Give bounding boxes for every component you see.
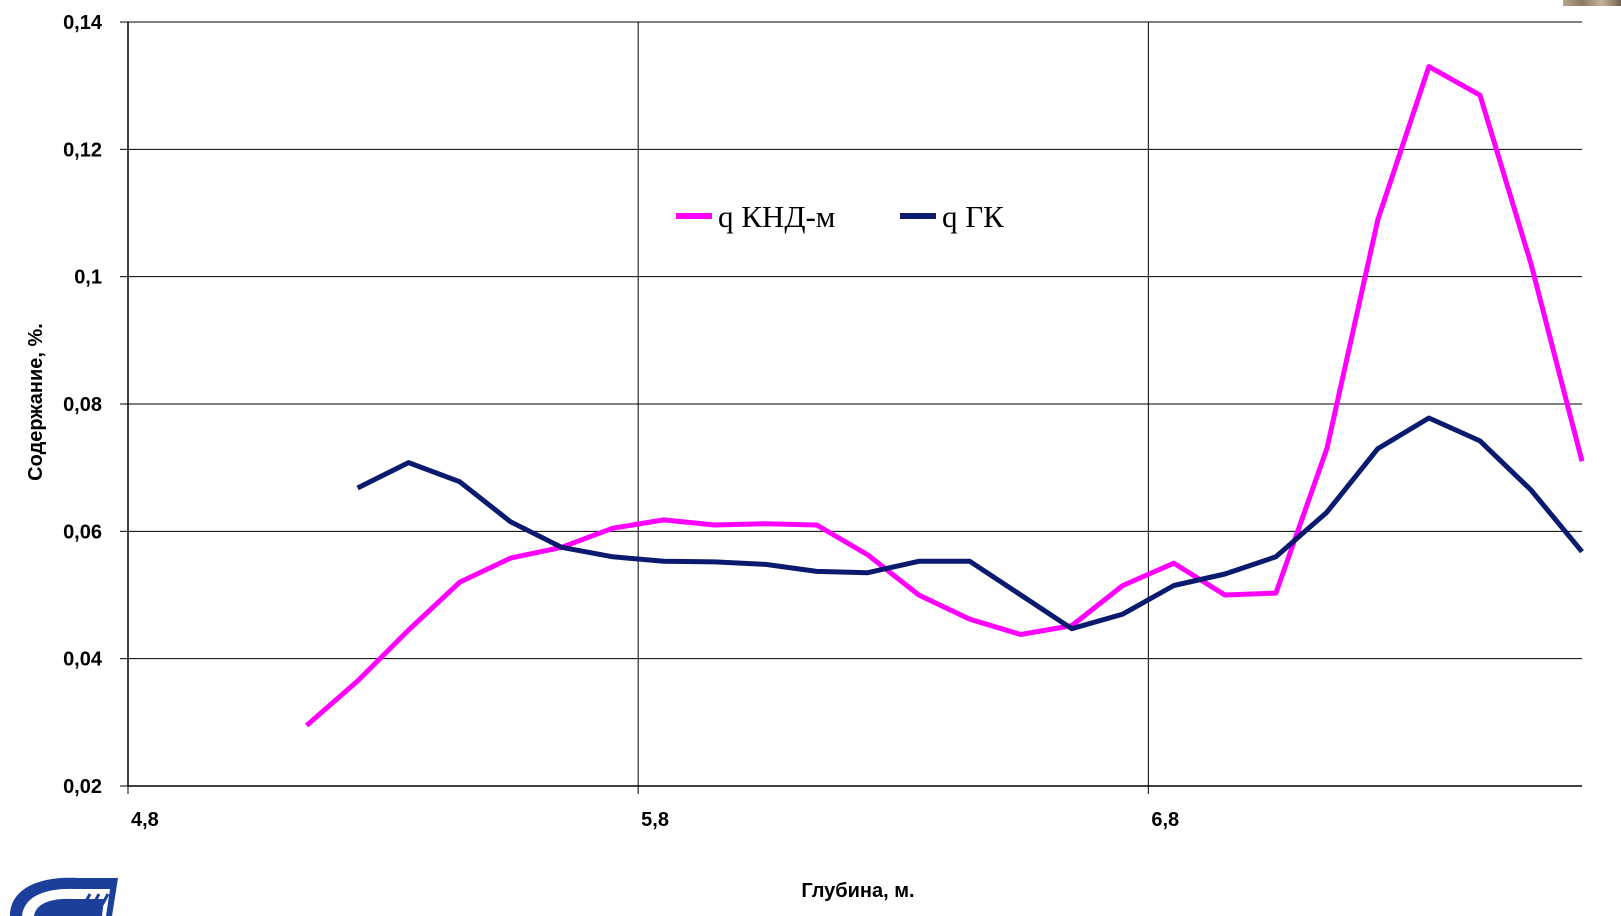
x-axis-title: Глубина, м.: [801, 880, 914, 902]
x-tick-label: 6,8: [1151, 809, 1179, 831]
y-tick-label: 0,04: [63, 649, 103, 671]
series-line-gk: [356, 415, 1584, 632]
corner-photo-fragment: [1563, 0, 1621, 6]
company-logo-icon: [10, 877, 118, 916]
axes: [120, 21, 1582, 794]
y-tick-labels: 0,02 0,04 0,06 0,08 0,1 0,12 0,14: [63, 12, 103, 798]
series-lines: [304, 64, 1585, 728]
legend-label-gk: q ГК: [942, 199, 1004, 234]
legend: q КНД-м q ГК: [676, 199, 1004, 234]
series-line-knd: [304, 64, 1585, 728]
x-tick-label: 4,8: [131, 809, 159, 831]
x-tick-labels: 4,8 5,8 6,8: [131, 809, 1179, 831]
legend-label-knd: q КНД-м: [718, 199, 835, 234]
y-tick-label: 0,14: [63, 12, 103, 34]
y-tick-label: 0,12: [63, 139, 102, 161]
grid: [128, 21, 1582, 786]
y-axis-title: Содержание, %.: [25, 323, 47, 481]
y-tick-label: 0,06: [63, 521, 102, 543]
y-tick-label: 0,08: [63, 394, 102, 416]
x-tick-label: 5,8: [641, 809, 669, 831]
y-tick-label: 0,02: [63, 776, 102, 798]
y-tick-label: 0,1: [74, 267, 102, 289]
